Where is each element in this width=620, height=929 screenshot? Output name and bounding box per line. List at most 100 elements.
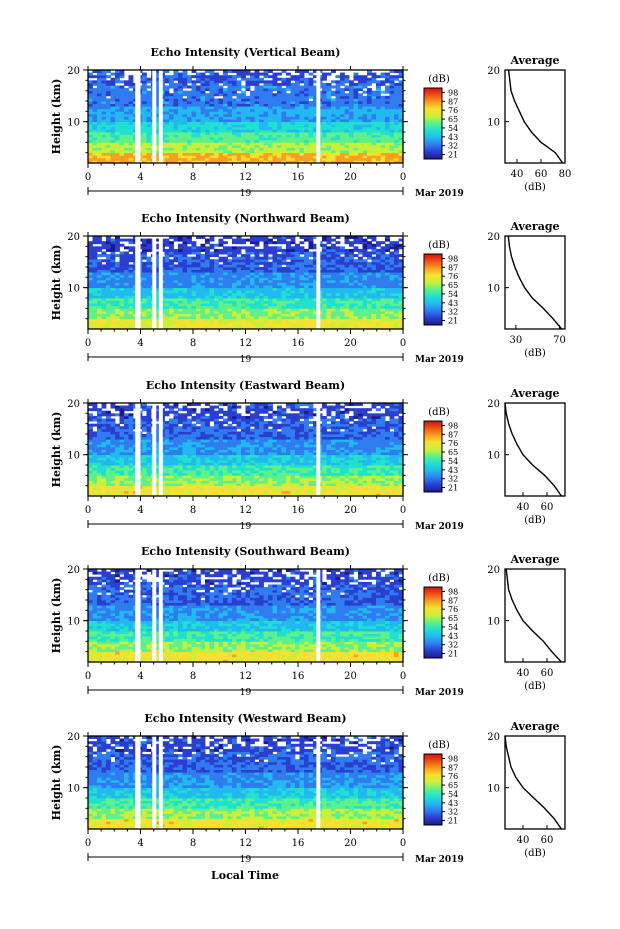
heatmap-cell (88, 134, 93, 138)
heatmap-cell (110, 290, 116, 294)
heatmap-cell (173, 90, 179, 94)
heatmap-cell (223, 287, 228, 291)
heatmap-cell (272, 101, 278, 104)
heatmap-cell (290, 318, 296, 322)
heatmap-cell (245, 72, 251, 76)
heatmap-cell (313, 493, 318, 497)
heatmap-cell (367, 144, 372, 148)
heatmap-cell (227, 137, 233, 141)
heatmap-cell (232, 303, 237, 307)
heatmap-cell (101, 134, 107, 138)
heatmap-cell (344, 295, 350, 299)
heatmap-cell (92, 298, 98, 301)
heatmap-cell (358, 85, 363, 89)
heatmap-cell (142, 295, 147, 299)
heatmap-cell (340, 129, 345, 133)
heatmap-cell (263, 142, 269, 146)
heatmap-cell (268, 267, 273, 270)
heatmap-cell (187, 134, 192, 138)
heatmap-cell (232, 251, 237, 255)
heatmap-cell (187, 157, 192, 161)
heatmap-cell (164, 326, 170, 330)
heatmap-cell (380, 272, 386, 276)
heatmap-cell (218, 144, 224, 148)
heatmap-cell (124, 256, 129, 260)
heatmap-cell (191, 248, 197, 252)
heatmap-cell (290, 121, 296, 125)
heatmap-cell (178, 124, 183, 128)
heatmap-cell (376, 323, 381, 327)
heatmap-cell (146, 285, 152, 289)
heatmap-cell (142, 95, 147, 99)
heatmap-cell (299, 321, 305, 325)
heatmap-cell (263, 323, 269, 327)
heatmap-cell (272, 279, 278, 283)
heatmap-cell (214, 147, 219, 151)
heatmap-cell (227, 142, 233, 146)
heatmap-cell (344, 248, 350, 252)
heatmap-cell (362, 279, 368, 283)
heatmap-cell (326, 150, 332, 154)
heatmap-cell (290, 93, 296, 97)
heatmap-cell (308, 139, 314, 143)
heatmap-cell (268, 290, 273, 294)
heatmap-cell (349, 98, 354, 102)
heatmap-cell (268, 321, 273, 325)
heatmap-cell (236, 264, 242, 268)
heatmap-cell (146, 269, 152, 273)
heatmap-cell (367, 295, 372, 299)
heatmap-cell (191, 108, 197, 112)
heatmap-cell (299, 126, 305, 130)
heatmap-cell (92, 160, 98, 164)
heatmap-cell (398, 101, 404, 104)
heatmap-cell (110, 246, 116, 250)
heatmap-cell (259, 116, 264, 120)
heatmap-cell (263, 134, 269, 138)
heatmap-cell (155, 137, 161, 141)
heatmap-cell (308, 246, 314, 250)
heatmap-cell (227, 126, 233, 130)
heatmap-cell (268, 88, 273, 92)
heatmap-cell (281, 303, 287, 307)
heatmap-cell (106, 267, 111, 270)
heatmap-cell (128, 282, 134, 286)
heatmap-cell (232, 264, 237, 268)
heatmap-cell (119, 318, 125, 322)
heatmap-cell (371, 298, 377, 301)
heatmap-cell (110, 295, 116, 299)
colorbar (423, 87, 443, 160)
heatmap-cell (106, 150, 111, 154)
heatmap-cell (115, 287, 120, 291)
heatmap-cell (182, 147, 188, 151)
heatmap-cell (277, 126, 282, 130)
heatmap-cell (92, 150, 98, 154)
heatmap-cell (349, 111, 354, 115)
heatmap-cell (349, 144, 354, 148)
heatmap-cell (110, 243, 116, 247)
heatmap-cell (115, 108, 120, 112)
heatmap-cell (142, 106, 147, 110)
heatmap-cell (245, 144, 251, 148)
heatmap-cell (146, 305, 152, 309)
heatmap-cell (344, 274, 350, 278)
heatmap-cell (115, 124, 120, 128)
heatmap-cell (142, 298, 147, 301)
heatmap-cell (389, 323, 395, 327)
heatmap-cell (223, 129, 228, 133)
heatmap-cell (106, 90, 111, 94)
heatmap-cell (187, 269, 192, 273)
heatmap-cell (115, 272, 120, 276)
heatmap-cell (241, 70, 246, 73)
heatmap-cell (142, 241, 147, 245)
heatmap-cell (331, 243, 336, 247)
heatmap-cell (146, 129, 152, 133)
heatmap-cell (173, 155, 179, 159)
heatmap-cell (142, 155, 147, 159)
heatmap-cell (268, 277, 273, 281)
heatmap-cell (182, 111, 188, 115)
heatmap-cell (155, 238, 161, 242)
heatmap-cell (290, 134, 296, 138)
heatmap-cell (142, 316, 147, 320)
heatmap-cell (119, 308, 125, 312)
heatmap-cell (205, 80, 210, 84)
